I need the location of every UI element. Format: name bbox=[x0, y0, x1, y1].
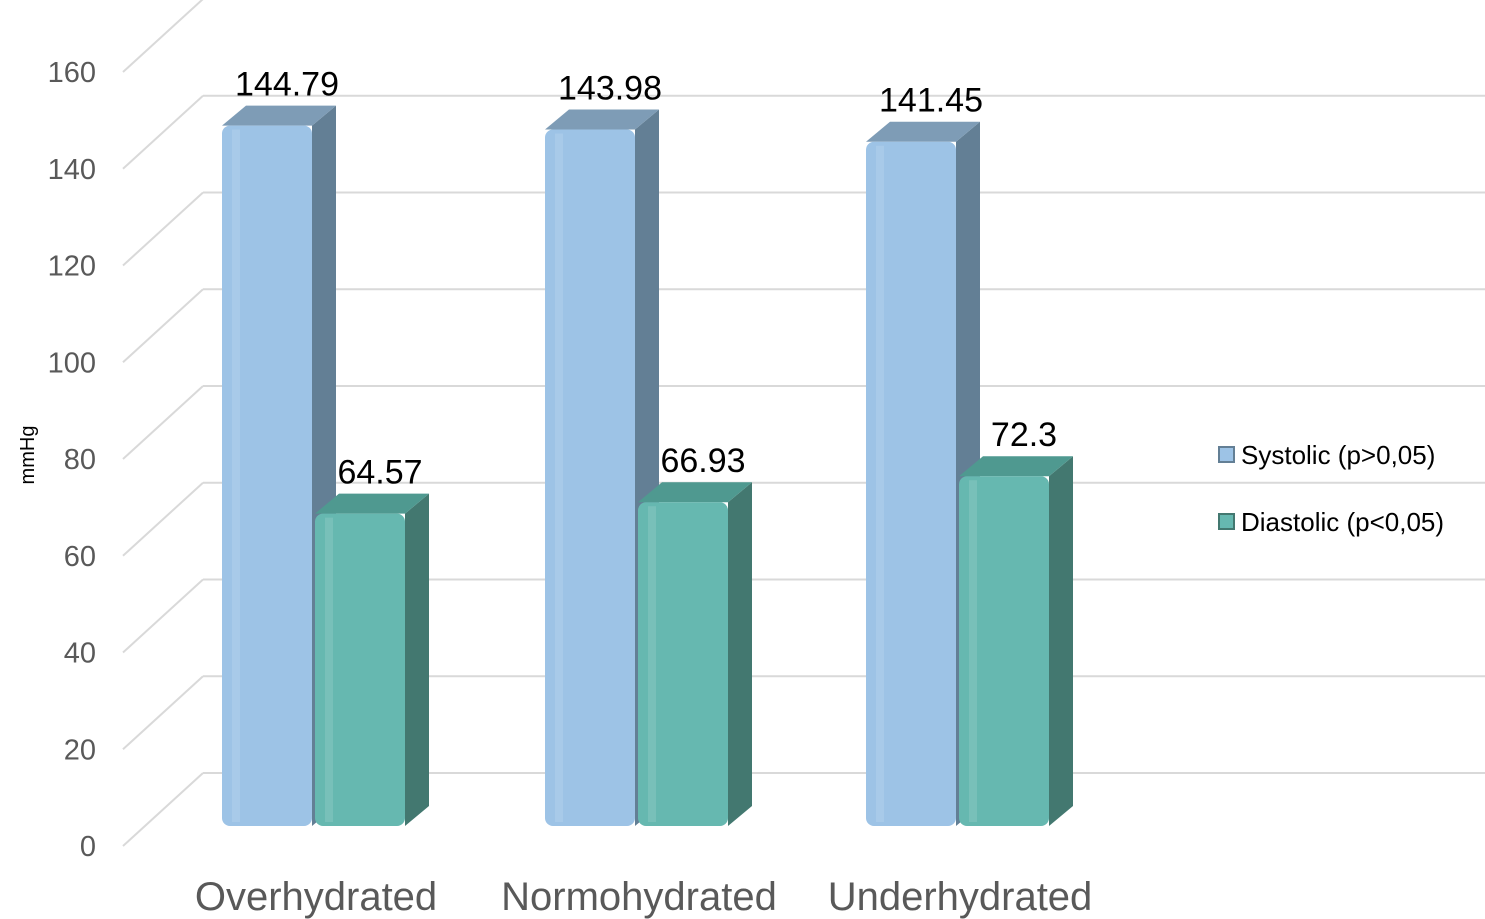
bar-highlight bbox=[969, 480, 977, 822]
bar-normohydrated-diastolic bbox=[638, 482, 752, 826]
y-tick-label: 0 bbox=[80, 831, 96, 863]
y-axis-label: mmHg bbox=[17, 426, 39, 485]
y-tick-label: 100 bbox=[48, 347, 96, 379]
legend-item-systolic: Systolic (p>0,05) bbox=[1218, 440, 1435, 470]
bar-top bbox=[315, 493, 429, 514]
y-tick-label: 60 bbox=[64, 541, 96, 573]
value-label: 72.3 bbox=[991, 416, 1057, 454]
gridline-diagonal bbox=[122, 0, 204, 73]
value-label: 143.98 bbox=[558, 69, 662, 107]
bars bbox=[222, 105, 1073, 827]
y-tick-label: 120 bbox=[48, 251, 96, 283]
bar-front bbox=[866, 141, 956, 827]
y-tick-label: 80 bbox=[64, 444, 96, 476]
bar-top bbox=[545, 109, 659, 130]
legend-item-diastolic: Diastolic (p<0,05) bbox=[1218, 507, 1444, 537]
bar-top bbox=[959, 456, 1073, 477]
y-axis-ticks: 0 20 40 60 80 100 120 140 160 bbox=[48, 57, 96, 863]
bar-side bbox=[1049, 456, 1073, 826]
gridline-diagonal bbox=[122, 675, 204, 750]
legend-swatch-systolic bbox=[1218, 446, 1235, 463]
bar-overhydrated-diastolic bbox=[315, 493, 429, 826]
y-tick-label: 20 bbox=[64, 734, 96, 766]
gridline-diagonal bbox=[122, 288, 204, 363]
bar-front bbox=[959, 476, 1049, 826]
value-label: 141.45 bbox=[879, 82, 983, 120]
bar-front bbox=[222, 125, 312, 827]
bar-underhydrated-diastolic bbox=[959, 456, 1073, 826]
bar-front bbox=[638, 502, 728, 826]
bar-highlight bbox=[648, 506, 656, 822]
gridline-diagonal bbox=[122, 772, 204, 847]
bar-highlight bbox=[325, 517, 333, 822]
category-label: Underhydrated bbox=[828, 875, 1093, 919]
gridline-diagonal bbox=[122, 191, 204, 267]
category-labels: Overhydrated Normohydrated Underhydrated bbox=[195, 875, 1092, 919]
gridline-diagonal bbox=[122, 578, 204, 654]
category-label: Overhydrated bbox=[195, 875, 437, 919]
gridline-diagonal bbox=[122, 95, 204, 170]
y-tick-label: 40 bbox=[64, 638, 96, 670]
bar-front bbox=[315, 513, 405, 826]
value-label: 64.57 bbox=[337, 454, 422, 492]
y-tick-label: 160 bbox=[48, 57, 96, 89]
bar-top bbox=[638, 482, 752, 503]
bar-highlight bbox=[555, 133, 563, 822]
y-tick-label: 140 bbox=[48, 154, 96, 186]
bar-top bbox=[222, 105, 336, 126]
category-label: Normohydrated bbox=[501, 875, 777, 919]
gridline-diagonal bbox=[122, 385, 204, 460]
bar-highlight bbox=[232, 129, 240, 822]
gridline-diagonal bbox=[122, 482, 204, 557]
value-label: 144.79 bbox=[235, 66, 339, 104]
value-label: 66.93 bbox=[660, 442, 745, 480]
legend-label-systolic: Systolic (p>0,05) bbox=[1241, 440, 1435, 470]
legend-label-diastolic: Diastolic (p<0,05) bbox=[1241, 507, 1444, 537]
data-labels: 144.79 64.57 143.98 66.93 141.45 72.3 bbox=[235, 66, 1057, 492]
bar-side bbox=[728, 482, 752, 826]
bar-highlight bbox=[876, 145, 884, 823]
legend-swatch-diastolic bbox=[1218, 513, 1235, 530]
bar-side bbox=[405, 493, 429, 826]
bar-top bbox=[866, 121, 980, 142]
legend: Systolic (p>0,05) Diastolic (p<0,05) bbox=[1218, 440, 1444, 537]
bar-front bbox=[545, 129, 635, 826]
